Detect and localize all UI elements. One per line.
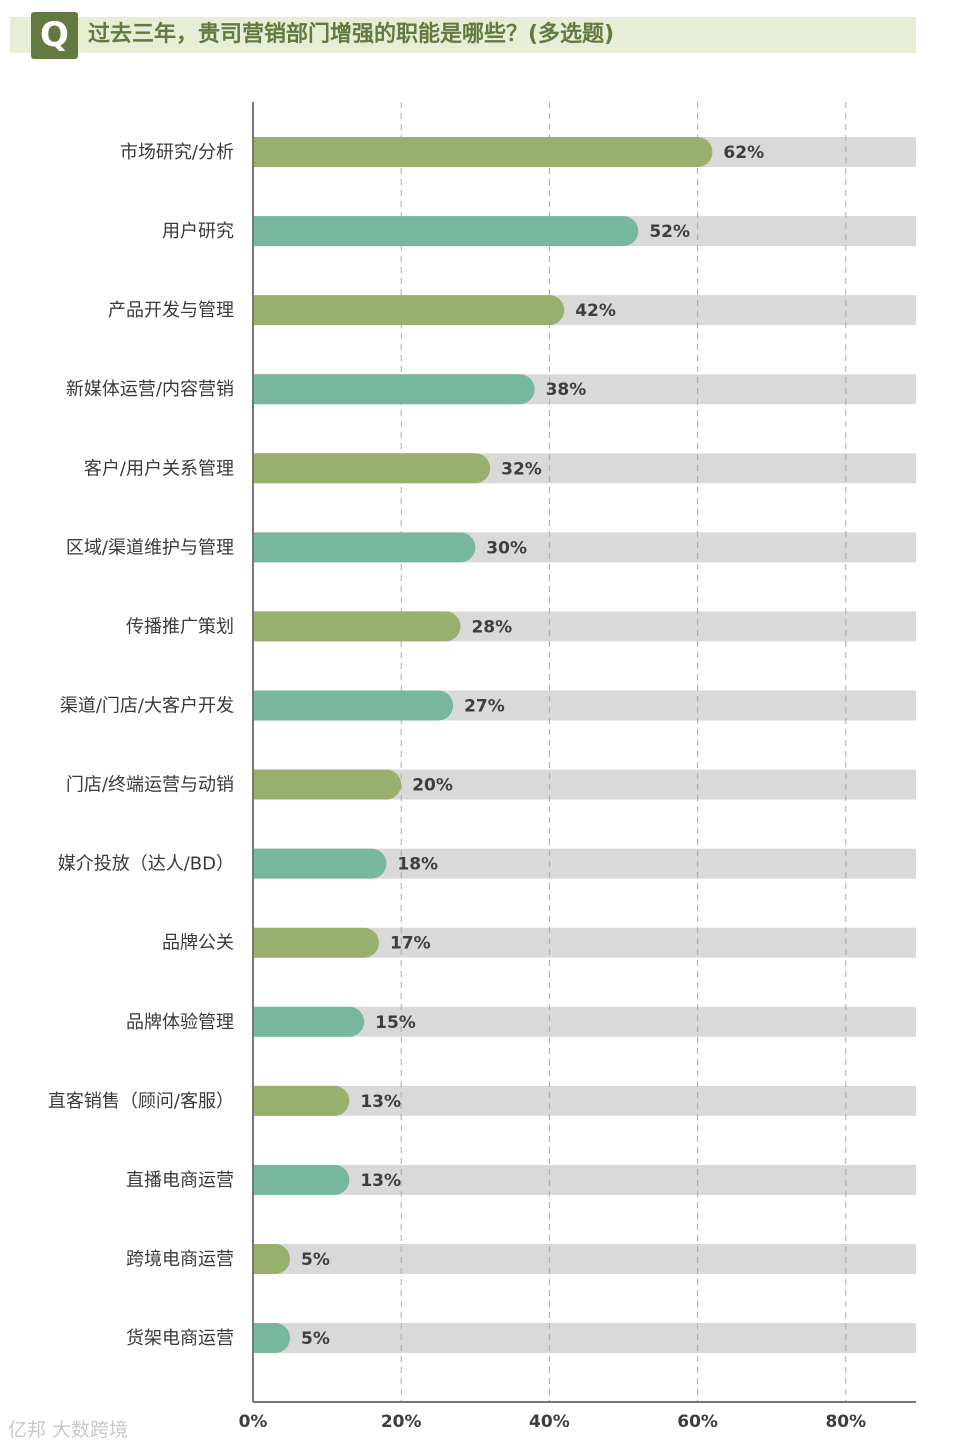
grid-lines [400,102,847,1402]
question-badge-letter: Q [40,15,69,55]
value-label: 18% [397,855,438,875]
value-label: 38% [546,380,587,400]
page-title: 过去三年，贵司营销部门增强的职能是哪些？(多选题) [88,22,615,47]
bar [253,611,461,642]
category-label: 渠道/门店/大客户开发 [60,695,234,716]
bar [253,848,387,879]
category-label: 门店/终端运营与动销 [66,775,234,796]
bar [253,216,639,247]
value-label: 13% [360,1092,401,1112]
value-label: 13% [360,1171,401,1191]
bar [253,1006,365,1037]
value-label: 42% [575,301,616,321]
bar-track [253,1323,916,1354]
bar [253,374,535,405]
bar [253,1085,350,1116]
bar [253,927,379,958]
x-tick-label: 20% [381,1412,422,1432]
bar [253,532,476,563]
category-label: 区域/渠道维护与管理 [66,537,234,558]
value-label: 30% [486,538,527,558]
value-label: 62% [723,143,764,163]
category-label: 用户研究 [162,221,234,242]
bar-track [253,1243,916,1274]
axes: 市场研究/分析 62% 用户研究 52% 产品开发与管理 42% 新媒体运营/内容营销 38%… [48,102,916,1432]
bar-track [253,1085,916,1116]
value-label: 52% [649,222,690,242]
value-label: 32% [501,459,542,479]
category-label: 品牌公关 [162,933,234,954]
value-label: 17% [390,934,431,954]
value-label: 5% [301,1329,330,1349]
category-label: 产品开发与管理 [108,300,234,321]
x-tick-label: 0% [239,1412,268,1432]
category-label: 直客销售（顾问/客服） [48,1091,234,1112]
bar [253,1323,291,1354]
bar [253,1243,291,1274]
watermark: 亿邦 大数跨境 [8,1419,129,1441]
question-badge: Q [31,12,78,59]
category-label: 品牌体验管理 [126,1012,234,1033]
bar [253,453,491,484]
header-band [10,17,916,53]
category-label: 媒介投放（达人/BD） [58,854,234,875]
category-label: 跨境电商运营 [126,1249,234,1270]
bar [253,769,402,800]
value-label: 5% [301,1250,330,1270]
value-label: 28% [471,617,512,637]
category-label: 传播推广策划 [126,616,234,637]
value-label: 20% [412,776,453,796]
bar [253,690,454,721]
category-label: 新媒体运营/内容营销 [66,379,234,400]
value-label: 27% [464,696,505,716]
bar [253,137,713,167]
x-tick-label: 80% [825,1412,866,1432]
x-tick-label: 60% [677,1412,718,1432]
category-label: 货架电商运营 [126,1328,234,1349]
category-label: 直播电商运营 [126,1170,234,1191]
x-tick-label: 40% [529,1412,570,1432]
bar-track [253,1164,916,1195]
category-label: 客户/用户关系管理 [84,458,234,479]
value-label: 15% [375,1013,416,1033]
category-label: 市场研究/分析 [120,142,234,163]
bar [253,295,565,326]
bar [253,1164,350,1195]
